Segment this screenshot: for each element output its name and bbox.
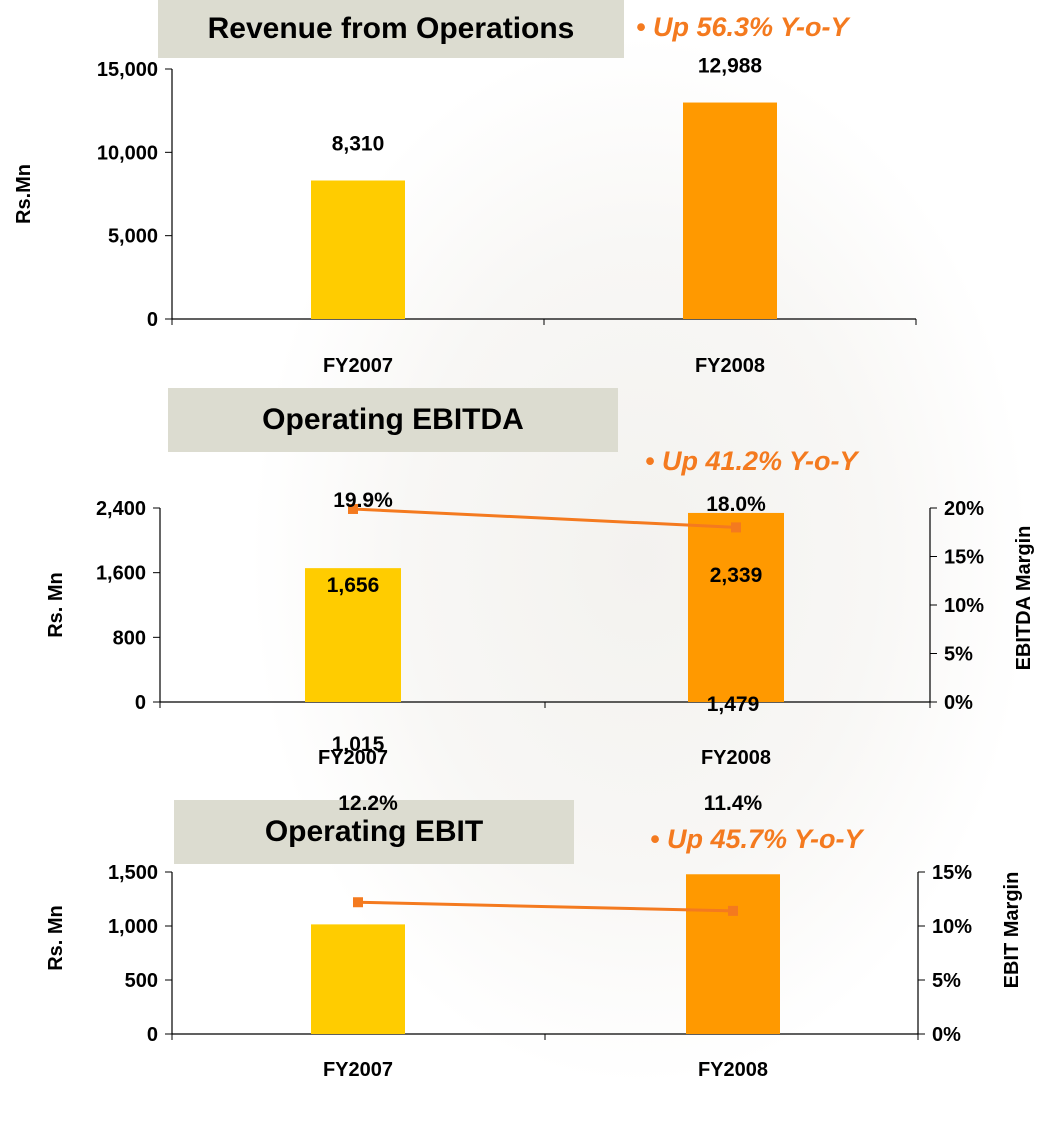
y2-tick-label: 5% (944, 644, 973, 666)
y-tick-label: 0 (147, 309, 158, 331)
y-tick-label: 0 (147, 1024, 158, 1046)
bar-fy2008 (688, 512, 784, 702)
margin-line (352, 507, 737, 529)
chart-title: Operating EBITDA (168, 388, 618, 452)
bar-fy2008 (683, 102, 777, 320)
y2-tick-label: 20% (944, 498, 984, 520)
margin-label: 11.4% (704, 792, 763, 815)
chart-title: Revenue from Operations (158, 0, 624, 58)
value-label: 8,310 (332, 133, 385, 156)
chart-title: Operating EBIT (174, 800, 574, 864)
y-tick-label: 1,500 (108, 862, 158, 884)
y-tick-label: 15,000 (97, 59, 158, 81)
margin-point (348, 503, 358, 514)
y2-tick-label: 15% (932, 862, 972, 884)
y-tick-label: 1,000 (108, 916, 158, 938)
y-tick-label: 1,600 (96, 563, 146, 585)
bar-fy2008 (686, 874, 780, 1034)
margin-line (357, 900, 734, 913)
growth-annotation: • Up 41.2% Y-o-Y (645, 446, 858, 476)
y2-tick-label: 0% (932, 1024, 961, 1046)
y-tick-label: 5,000 (108, 226, 158, 248)
category-label: FY2008 (701, 747, 771, 769)
y2-tick-label: 10% (932, 916, 972, 938)
category-label: FY2008 (695, 355, 765, 377)
y2-tick-label: 5% (932, 970, 961, 992)
value-label: 2,339 (710, 564, 763, 587)
growth-annotation: • Up 56.3% Y-o-Y (636, 12, 849, 42)
margin-point (728, 905, 738, 916)
y2-tick-label: 10% (944, 595, 984, 617)
y2-tick-label: 0% (944, 692, 973, 714)
margin-point (731, 522, 741, 533)
bar-fy2007 (305, 568, 401, 702)
revenue-chart: 0 5,000 10,000 15,000 Rs.Mn FY2007 8,310 FY2008… (13, 55, 917, 377)
bar-fy2007 (311, 924, 405, 1034)
y2-axis-title: EBIT Margin (1001, 872, 1023, 989)
y2-tick-label: 15% (944, 547, 984, 569)
y-tick-label: 0 (135, 692, 146, 714)
category-label: FY2007 (318, 747, 388, 769)
growth-annotation: • Up 45.7% Y-o-Y (650, 824, 863, 854)
y-axis-title: Rs. Mn (45, 905, 67, 971)
y-tick-label: 800 (113, 627, 146, 649)
category-label: FY2007 (323, 1059, 393, 1081)
value-label: 1,656 (327, 574, 380, 597)
bar-fy2007 (311, 180, 405, 319)
margin-label: 19.9% (333, 489, 393, 512)
margin-label: 12.2% (338, 792, 398, 815)
value-label: 12,988 (698, 55, 763, 78)
y-tick-label: 2,400 (96, 498, 146, 520)
y-axis-title: Rs. Mn (45, 572, 67, 638)
y2-axis-title: EBITDA Margin (1013, 526, 1035, 671)
ebitda-chart: 0 800 1,600 2,400 Rs. Mn FY2007 1,656 FY2008 2,3… (45, 489, 1035, 769)
category-label: FY2007 (323, 355, 393, 377)
y-tick-label: 500 (125, 970, 158, 992)
value-label: 1,479 (707, 693, 760, 716)
value-label: 1,015 (332, 733, 385, 756)
y-tick-label: 10,000 (97, 142, 158, 164)
margin-point (353, 897, 363, 908)
category-label: FY2008 (698, 1059, 768, 1081)
margin-label: 18.0% (706, 493, 766, 516)
y-axis-title: Rs.Mn (13, 164, 35, 224)
